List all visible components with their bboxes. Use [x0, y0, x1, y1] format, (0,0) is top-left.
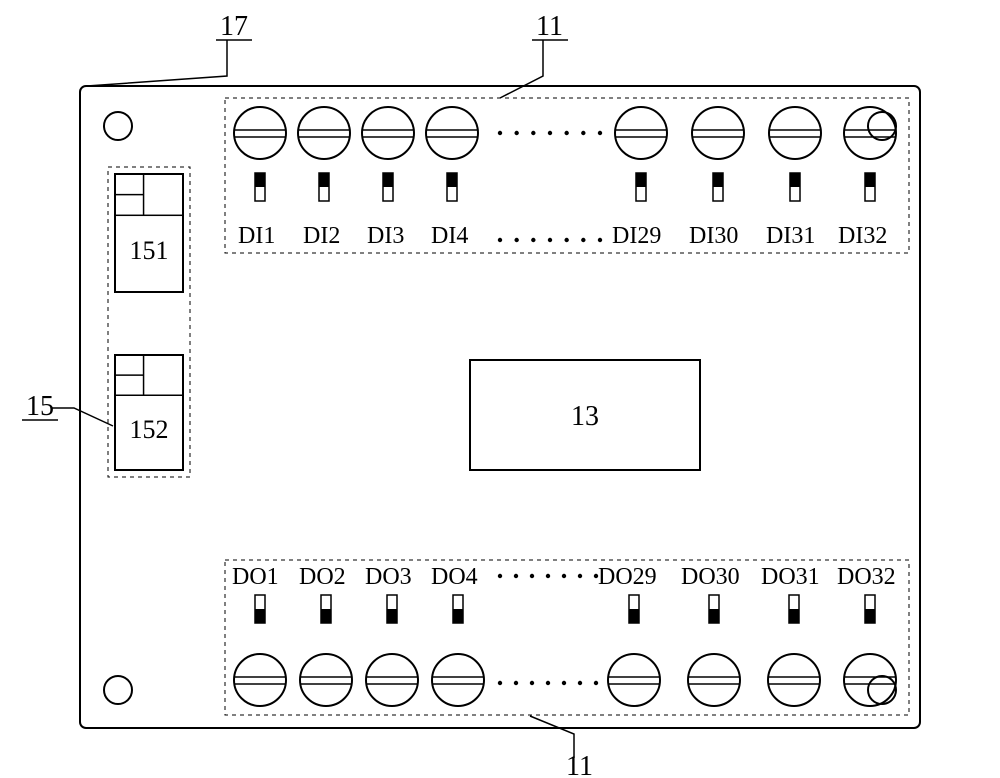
di-label: DI1 [238, 223, 275, 249]
callout-label: 15 [26, 391, 54, 422]
di-label: DI32 [838, 223, 887, 249]
di-label: DI2 [303, 223, 340, 249]
do-label: DO29 [598, 564, 657, 590]
di-label: DI30 [689, 223, 738, 249]
do-label: DO31 [761, 564, 820, 590]
do-label: DO1 [232, 564, 279, 590]
do-label: DO2 [299, 564, 346, 590]
connector-label: 152 [130, 415, 169, 444]
do-label: DO4 [431, 564, 478, 590]
callout-label: 11 [566, 751, 593, 778]
do-label: DO3 [365, 564, 412, 590]
do-label: DO30 [681, 564, 740, 590]
callout-label: 11 [536, 11, 563, 42]
callout-label: 17 [220, 11, 248, 42]
do-label: DO32 [837, 564, 896, 590]
callout-leader [87, 40, 227, 86]
di-label: DI31 [766, 223, 815, 249]
connector-label: 151 [130, 236, 169, 265]
di-label: DI4 [431, 223, 468, 249]
di-label: DI29 [612, 223, 661, 249]
center-module-label: 13 [571, 401, 599, 432]
di-label: DI3 [367, 223, 404, 249]
